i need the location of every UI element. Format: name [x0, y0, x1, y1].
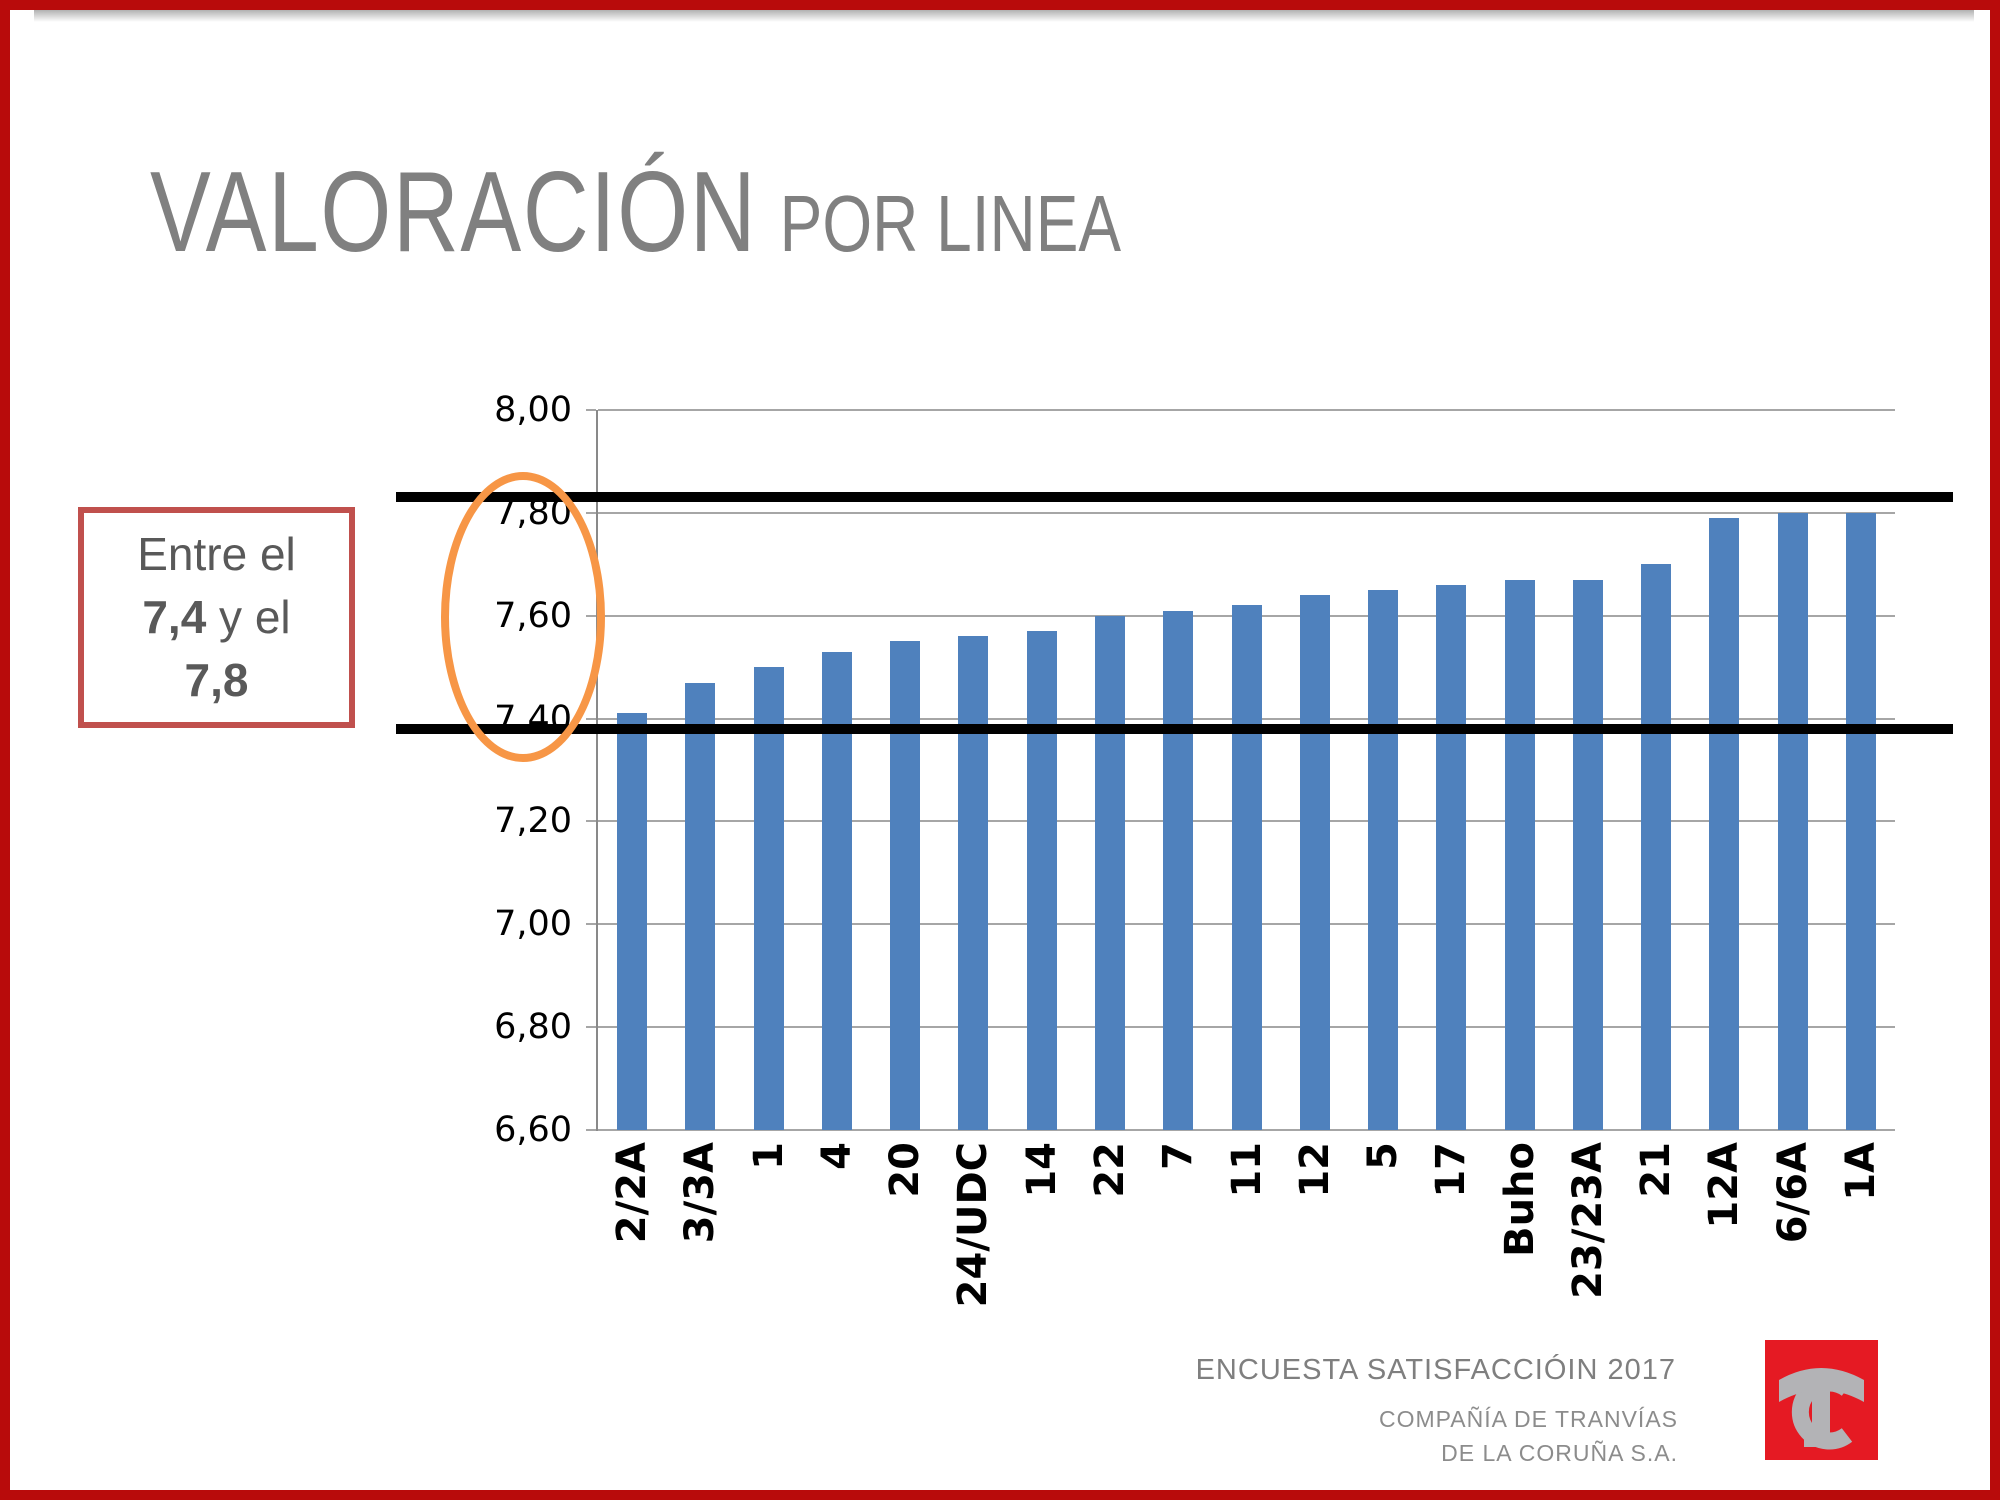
- x-axis-label: 2/2A: [609, 1142, 655, 1442]
- x-axis-label-text: 11: [1223, 1142, 1270, 1198]
- y-axis-label: 6,80: [494, 1007, 572, 1048]
- callout-value2: 7,8: [184, 654, 249, 706]
- y-axis-tick: [586, 717, 596, 720]
- x-axis-label: 5: [1360, 1142, 1406, 1442]
- y-axis-tick: [586, 923, 596, 926]
- bar-22: [1094, 615, 1125, 1130]
- company-logo: [1765, 1340, 1878, 1460]
- top-border-shadow: [34, 10, 1974, 22]
- y-axis-tick: [586, 1026, 596, 1029]
- gridline: [598, 511, 1895, 514]
- title-sub: POR LINEA: [779, 179, 1122, 268]
- x-axis-label: 23/23A: [1565, 1142, 1611, 1442]
- bar-24/UDC: [958, 636, 989, 1130]
- title-main: VALORACIÓN: [150, 149, 758, 276]
- gridline: [598, 1129, 1895, 1131]
- x-axis-label-text: 7: [1155, 1142, 1202, 1170]
- x-axis-label: 1A: [1838, 1142, 1884, 1442]
- x-axis-label: 24/UDC: [950, 1142, 996, 1442]
- x-axis-label: Buho: [1497, 1142, 1543, 1442]
- bar-6/6A: [1777, 512, 1808, 1130]
- x-axis-label-text: 24/UDC: [950, 1142, 997, 1308]
- x-axis-label: 20: [882, 1142, 928, 1442]
- y-axis-line: [596, 410, 598, 1131]
- bar-7: [1163, 610, 1194, 1130]
- y-axis-tick: [586, 409, 596, 411]
- y-axis-label: 8,00: [494, 390, 572, 430]
- callout-box: Entre el 7,4 y el 7,8: [78, 507, 355, 728]
- x-axis-label-text: 20: [882, 1142, 929, 1198]
- footer-survey-text: ENCUESTA SATISFACCIÓIN 2017: [1195, 1354, 1676, 1386]
- x-axis-label-text: 14: [1018, 1142, 1065, 1198]
- x-axis-label-text: 12A: [1701, 1142, 1748, 1229]
- bar-Buho: [1504, 579, 1535, 1130]
- x-axis-label-text: 4: [813, 1142, 860, 1170]
- x-axis-label-text: 2/2A: [609, 1142, 656, 1244]
- reference-line-lower: [396, 723, 1953, 734]
- x-axis-label: 11: [1224, 1142, 1270, 1442]
- bar-14: [1026, 631, 1057, 1130]
- footer-company-line2: DE LA CORUÑA S.A.: [1441, 1440, 1678, 1466]
- bar-1: [753, 667, 784, 1130]
- y-axis-label: 7,20: [494, 801, 572, 842]
- x-axis-label: 21: [1633, 1142, 1679, 1442]
- footer-company-text: COMPAÑÍA DE TRANVÍAS DE LA CORUÑA S.A.: [1379, 1402, 1678, 1470]
- x-axis-label-text: 22: [1086, 1142, 1133, 1198]
- bar-20: [890, 641, 921, 1130]
- bar-17: [1436, 584, 1467, 1130]
- x-axis-label: 14: [1019, 1142, 1065, 1442]
- callout-value1: 7,4: [142, 591, 207, 643]
- callout-line2-rest: y el: [206, 591, 291, 643]
- y-axis-tick: [586, 820, 596, 823]
- x-axis-label: 1: [746, 1142, 792, 1442]
- footer-company-line1: COMPAÑÍA DE TRANVÍAS: [1378, 1406, 1678, 1432]
- x-axis-label: 7: [1155, 1142, 1201, 1442]
- logo-t-stem: [1812, 1370, 1830, 1445]
- x-axis-label-text: 23/23A: [1564, 1142, 1611, 1299]
- x-axis-label-text: 3/3A: [677, 1142, 724, 1244]
- x-axis-label: 12A: [1701, 1142, 1747, 1442]
- callout-line1: Entre el: [137, 528, 296, 580]
- bar-1A: [1845, 512, 1876, 1130]
- x-axis-label-text: Buho: [1496, 1142, 1543, 1257]
- logo-t-foot: [1804, 1438, 1838, 1447]
- x-axis-label-text: 17: [1428, 1142, 1475, 1198]
- bar-11: [1231, 605, 1262, 1130]
- x-axis-label: 22: [1087, 1142, 1133, 1442]
- bar-12A: [1709, 518, 1740, 1130]
- x-axis-label: 6/6A: [1770, 1142, 1816, 1442]
- x-axis-label-text: 1: [745, 1142, 792, 1170]
- x-axis-label: 17: [1428, 1142, 1474, 1442]
- bar-2/2A: [617, 713, 648, 1130]
- reference-line-upper: [396, 492, 1953, 503]
- x-axis-label-text: 1A: [1837, 1142, 1884, 1201]
- y-axis-tick: [586, 511, 596, 514]
- x-axis-label: 3/3A: [677, 1142, 723, 1442]
- y-axis-label: 6,60: [494, 1110, 572, 1150]
- x-axis-label-text: 21: [1633, 1142, 1680, 1198]
- bar-3/3A: [685, 682, 716, 1130]
- x-axis-label-text: 5: [1360, 1142, 1407, 1170]
- x-axis-label-text: 12: [1291, 1142, 1338, 1198]
- x-axis-label-text: 6/6A: [1769, 1142, 1816, 1244]
- page-title: VALORACIÓN POR LINEA: [150, 156, 1121, 270]
- callout-line3: 7,8: [84, 649, 349, 712]
- bar-5: [1368, 590, 1399, 1130]
- x-axis-label: 12: [1292, 1142, 1338, 1442]
- gridline: [598, 409, 1895, 411]
- bar-21: [1641, 564, 1672, 1130]
- bar-23/23A: [1572, 579, 1603, 1130]
- y-axis-tick: [586, 1129, 596, 1131]
- highlight-ellipse: [441, 472, 605, 762]
- y-axis-label: 7,00: [494, 904, 572, 945]
- x-axis-label: 4: [814, 1142, 860, 1442]
- bar-12: [1299, 595, 1330, 1130]
- callout-line2: 7,4 y el: [84, 586, 349, 649]
